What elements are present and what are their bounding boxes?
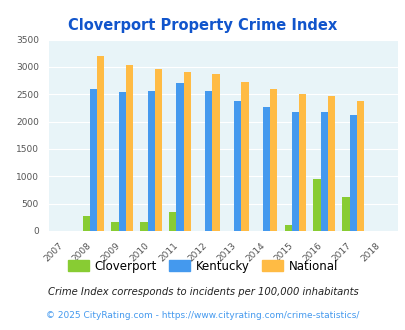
Bar [320, 112, 327, 231]
Bar [269, 89, 277, 231]
Bar [118, 92, 126, 231]
Text: © 2025 CityRating.com - https://www.cityrating.com/crime-statistics/: © 2025 CityRating.com - https://www.city… [46, 311, 359, 320]
Bar [313, 179, 320, 231]
Bar [262, 107, 269, 231]
Bar [90, 89, 97, 231]
Text: Cloverport Property Crime Index: Cloverport Property Crime Index [68, 18, 337, 33]
Bar [183, 72, 190, 231]
Bar [327, 96, 334, 231]
Bar [212, 74, 219, 231]
Bar [83, 216, 90, 231]
Bar [298, 94, 305, 231]
Bar [205, 91, 212, 231]
Text: Crime Index corresponds to incidents per 100,000 inhabitants: Crime Index corresponds to incidents per… [47, 287, 358, 297]
Bar [341, 197, 349, 231]
Bar [147, 91, 154, 231]
Bar [169, 212, 176, 231]
Bar [349, 115, 356, 231]
Bar [176, 83, 183, 231]
Bar [356, 101, 363, 231]
Bar [284, 225, 291, 231]
Bar [97, 56, 104, 231]
Bar [234, 101, 241, 231]
Bar [111, 222, 118, 231]
Bar [291, 112, 298, 231]
Bar [241, 82, 248, 231]
Legend: Cloverport, Kentucky, National: Cloverport, Kentucky, National [63, 255, 342, 278]
Bar [154, 69, 162, 231]
Bar [140, 222, 147, 231]
Bar [126, 65, 133, 231]
